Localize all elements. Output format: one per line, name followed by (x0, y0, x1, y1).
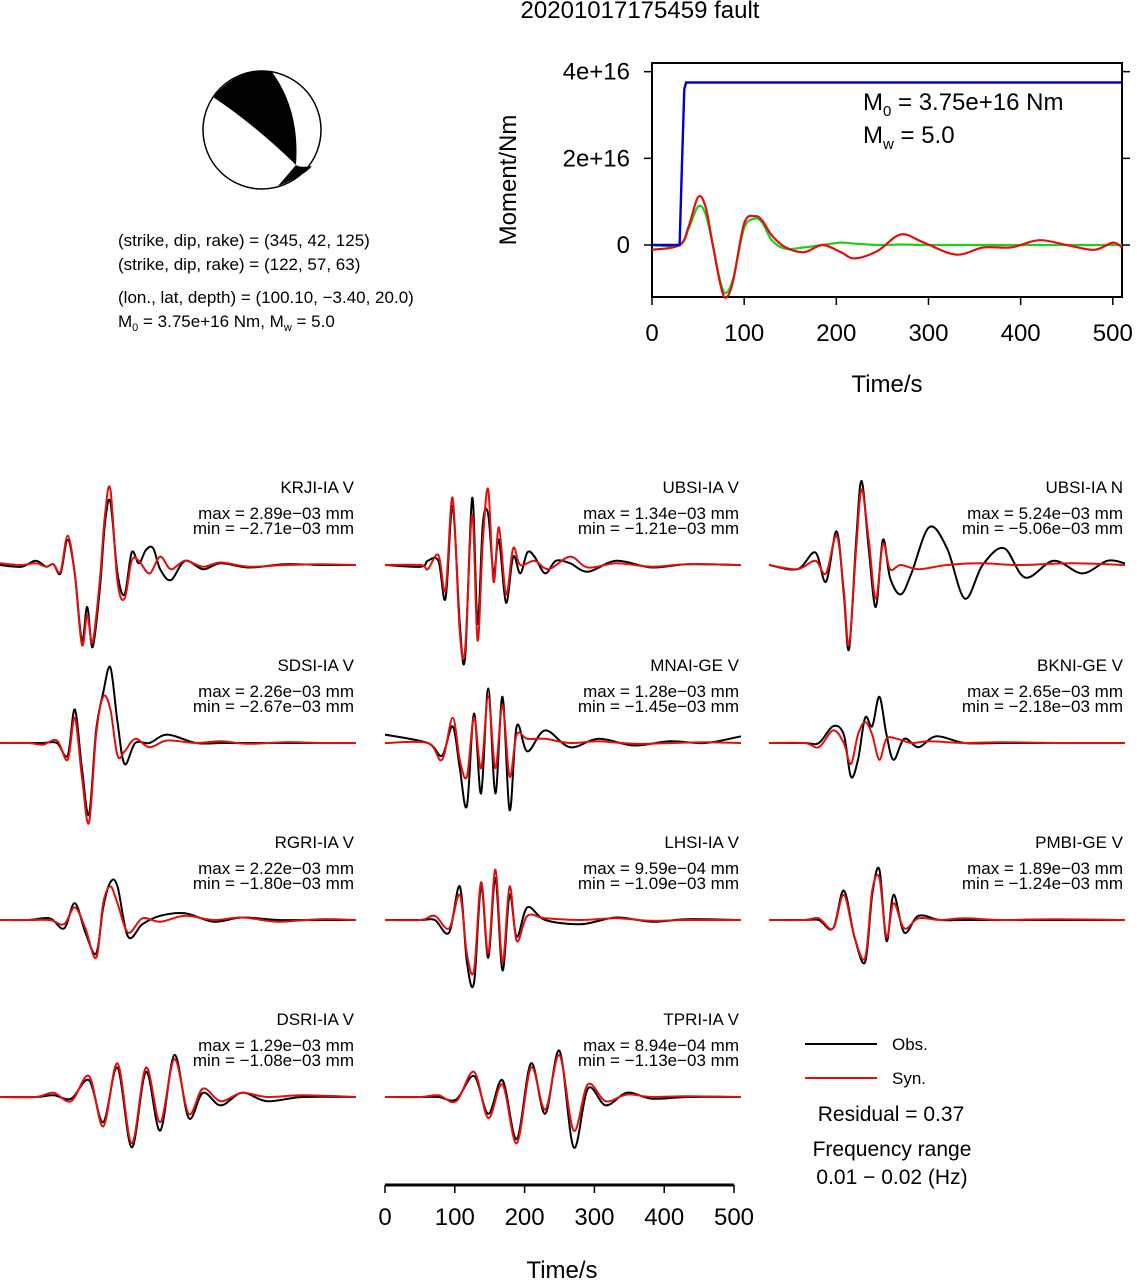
station-min: min = −1.24e−03 mm (962, 874, 1123, 893)
mechanism-plane-2: (strike, dip, rake) = (122, 57, 63) (118, 255, 360, 274)
station-name: RGRI-IA V (275, 833, 355, 852)
synthetic-trace (768, 488, 1126, 647)
mechanism-location: (lon., lat, depth) = (100.10, −3.40, 20.… (118, 288, 414, 307)
moment-rate-curve-red (651, 194, 1123, 299)
moment-xtick-label: 400 (1001, 320, 1041, 347)
station-min: min = −1.09e−03 mm (578, 874, 739, 893)
station-max: max = 2.26e−03 mm (198, 682, 354, 701)
synthetic-trace (0, 694, 357, 825)
station-max: max = 1.34e−03 mm (583, 504, 739, 523)
station-name: PMBI-GE V (1035, 833, 1124, 852)
station-name: UBSI-IA V (662, 478, 739, 497)
station-max: max = 9.59e−04 mm (583, 859, 739, 878)
synthetic-trace (0, 485, 357, 647)
moment-xtick-label: 100 (724, 320, 764, 347)
moment-xtick-label: 500 (1093, 320, 1133, 347)
station-name: BKNI-GE V (1037, 656, 1124, 675)
moment-ytick-label: 0 (617, 232, 630, 259)
moment-xtick-label: 300 (908, 320, 948, 347)
station-name: MNAI-GE V (650, 656, 739, 675)
synthetic-trace (384, 695, 742, 780)
synthetic-trace (384, 1053, 742, 1145)
time-axis-tick-label: 500 (714, 1204, 754, 1231)
station-name: KRJI-IA V (280, 478, 354, 497)
station-max: max = 5.24e−03 mm (967, 504, 1123, 523)
waveform-time-axis: 0 100 200 300 400 500 (378, 1183, 754, 1231)
station-min: min = −1.45e−03 mm (578, 697, 739, 716)
station-min: min = −2.67e−03 mm (193, 697, 354, 716)
station-name: UBSI-IA N (1046, 478, 1123, 497)
station-min: min = −1.13e−03 mm (578, 1051, 739, 1070)
focal-mechanism-beachball (202, 70, 322, 190)
synthetic-trace (768, 873, 1126, 961)
station-name: DSRI-IA V (277, 1010, 355, 1029)
residual-text: Residual = 0.37 (818, 1103, 965, 1126)
time-axis-tick-label: 100 (435, 1204, 475, 1231)
frequency-title: Frequency range (813, 1138, 972, 1161)
station-min: min = −2.18e−03 mm (962, 697, 1123, 716)
moment-m0-annotation: M0 = 3.75e+16 Nm (863, 89, 1063, 120)
legend: Obs. Syn. Residual = 0.37 Frequency rang… (805, 1035, 971, 1189)
waveform-xlabel: Time/s (526, 1257, 597, 1281)
synthetic-trace (0, 1058, 357, 1145)
station-min: min = −1.08e−03 mm (193, 1051, 354, 1070)
station-min: min = −1.21e−03 mm (578, 519, 739, 538)
moment-ylabel: Moment/Nm (495, 115, 522, 246)
time-axis-tick-label: 300 (574, 1204, 614, 1231)
station-name: SDSI-IA V (277, 656, 354, 675)
moment-xlabel: Time/s (851, 371, 922, 398)
frequency-value: 0.01 − 0.02 (Hz) (816, 1166, 967, 1189)
station-min: min = −1.80e−03 mm (193, 874, 354, 893)
legend-syn-label: Syn. (892, 1069, 926, 1088)
moment-xtick-label: 200 (816, 320, 856, 347)
observed-trace (384, 876, 742, 989)
moment-ytick-label: 4e+16 (563, 59, 630, 86)
moment-ytick-label: 2e+16 (563, 145, 630, 172)
station-min: min = −2.71e−03 mm (193, 519, 354, 538)
station-name: LHSI-IA V (664, 833, 739, 852)
synthetic-trace (0, 885, 357, 960)
figure-title: 20201017175459 fault (521, 0, 760, 24)
synthetic-trace (384, 868, 742, 976)
station-max: max = 2.65e−03 mm (967, 682, 1123, 701)
moment-function-curve (652, 81, 1122, 247)
time-axis-tick-label: 400 (644, 1204, 684, 1231)
station-min: min = −5.06e−03 mm (962, 519, 1123, 538)
moment-plot: 0 2e+16 4e+16 0 100 200 300 400 500 Moment/Nm Ti… (495, 59, 1133, 398)
legend-obs-label: Obs. (892, 1035, 928, 1054)
moment-plot-frame (651, 62, 1123, 298)
station-max: max = 2.22e−03 mm (198, 859, 354, 878)
time-axis-tick-label: 0 (378, 1204, 391, 1231)
synthetic-trace (768, 720, 1126, 766)
station-max: max = 1.28e−03 mm (583, 682, 739, 701)
moment-mw-annotation: Mw = 5.0 (863, 122, 955, 153)
moment-rate-curve-green (651, 204, 1122, 295)
time-axis-tick-label: 200 (505, 1204, 545, 1231)
mechanism-plane-1: (strike, dip, rake) = (345, 42, 125) (118, 231, 370, 250)
station-max: max = 1.29e−03 mm (198, 1036, 354, 1055)
moment-xtick-label: 0 (645, 320, 658, 347)
mechanism-moment-text: M0 = 3.75e+16 Nm, Mw = 5.0 (118, 312, 335, 334)
station-max: max = 8.94e−04 mm (583, 1036, 739, 1055)
station-name: TPRI-IA V (663, 1010, 739, 1029)
synthetic-trace (384, 487, 742, 660)
station-max: max = 1.89e−03 mm (967, 859, 1123, 878)
station-max: max = 2.89e−03 mm (198, 504, 354, 523)
